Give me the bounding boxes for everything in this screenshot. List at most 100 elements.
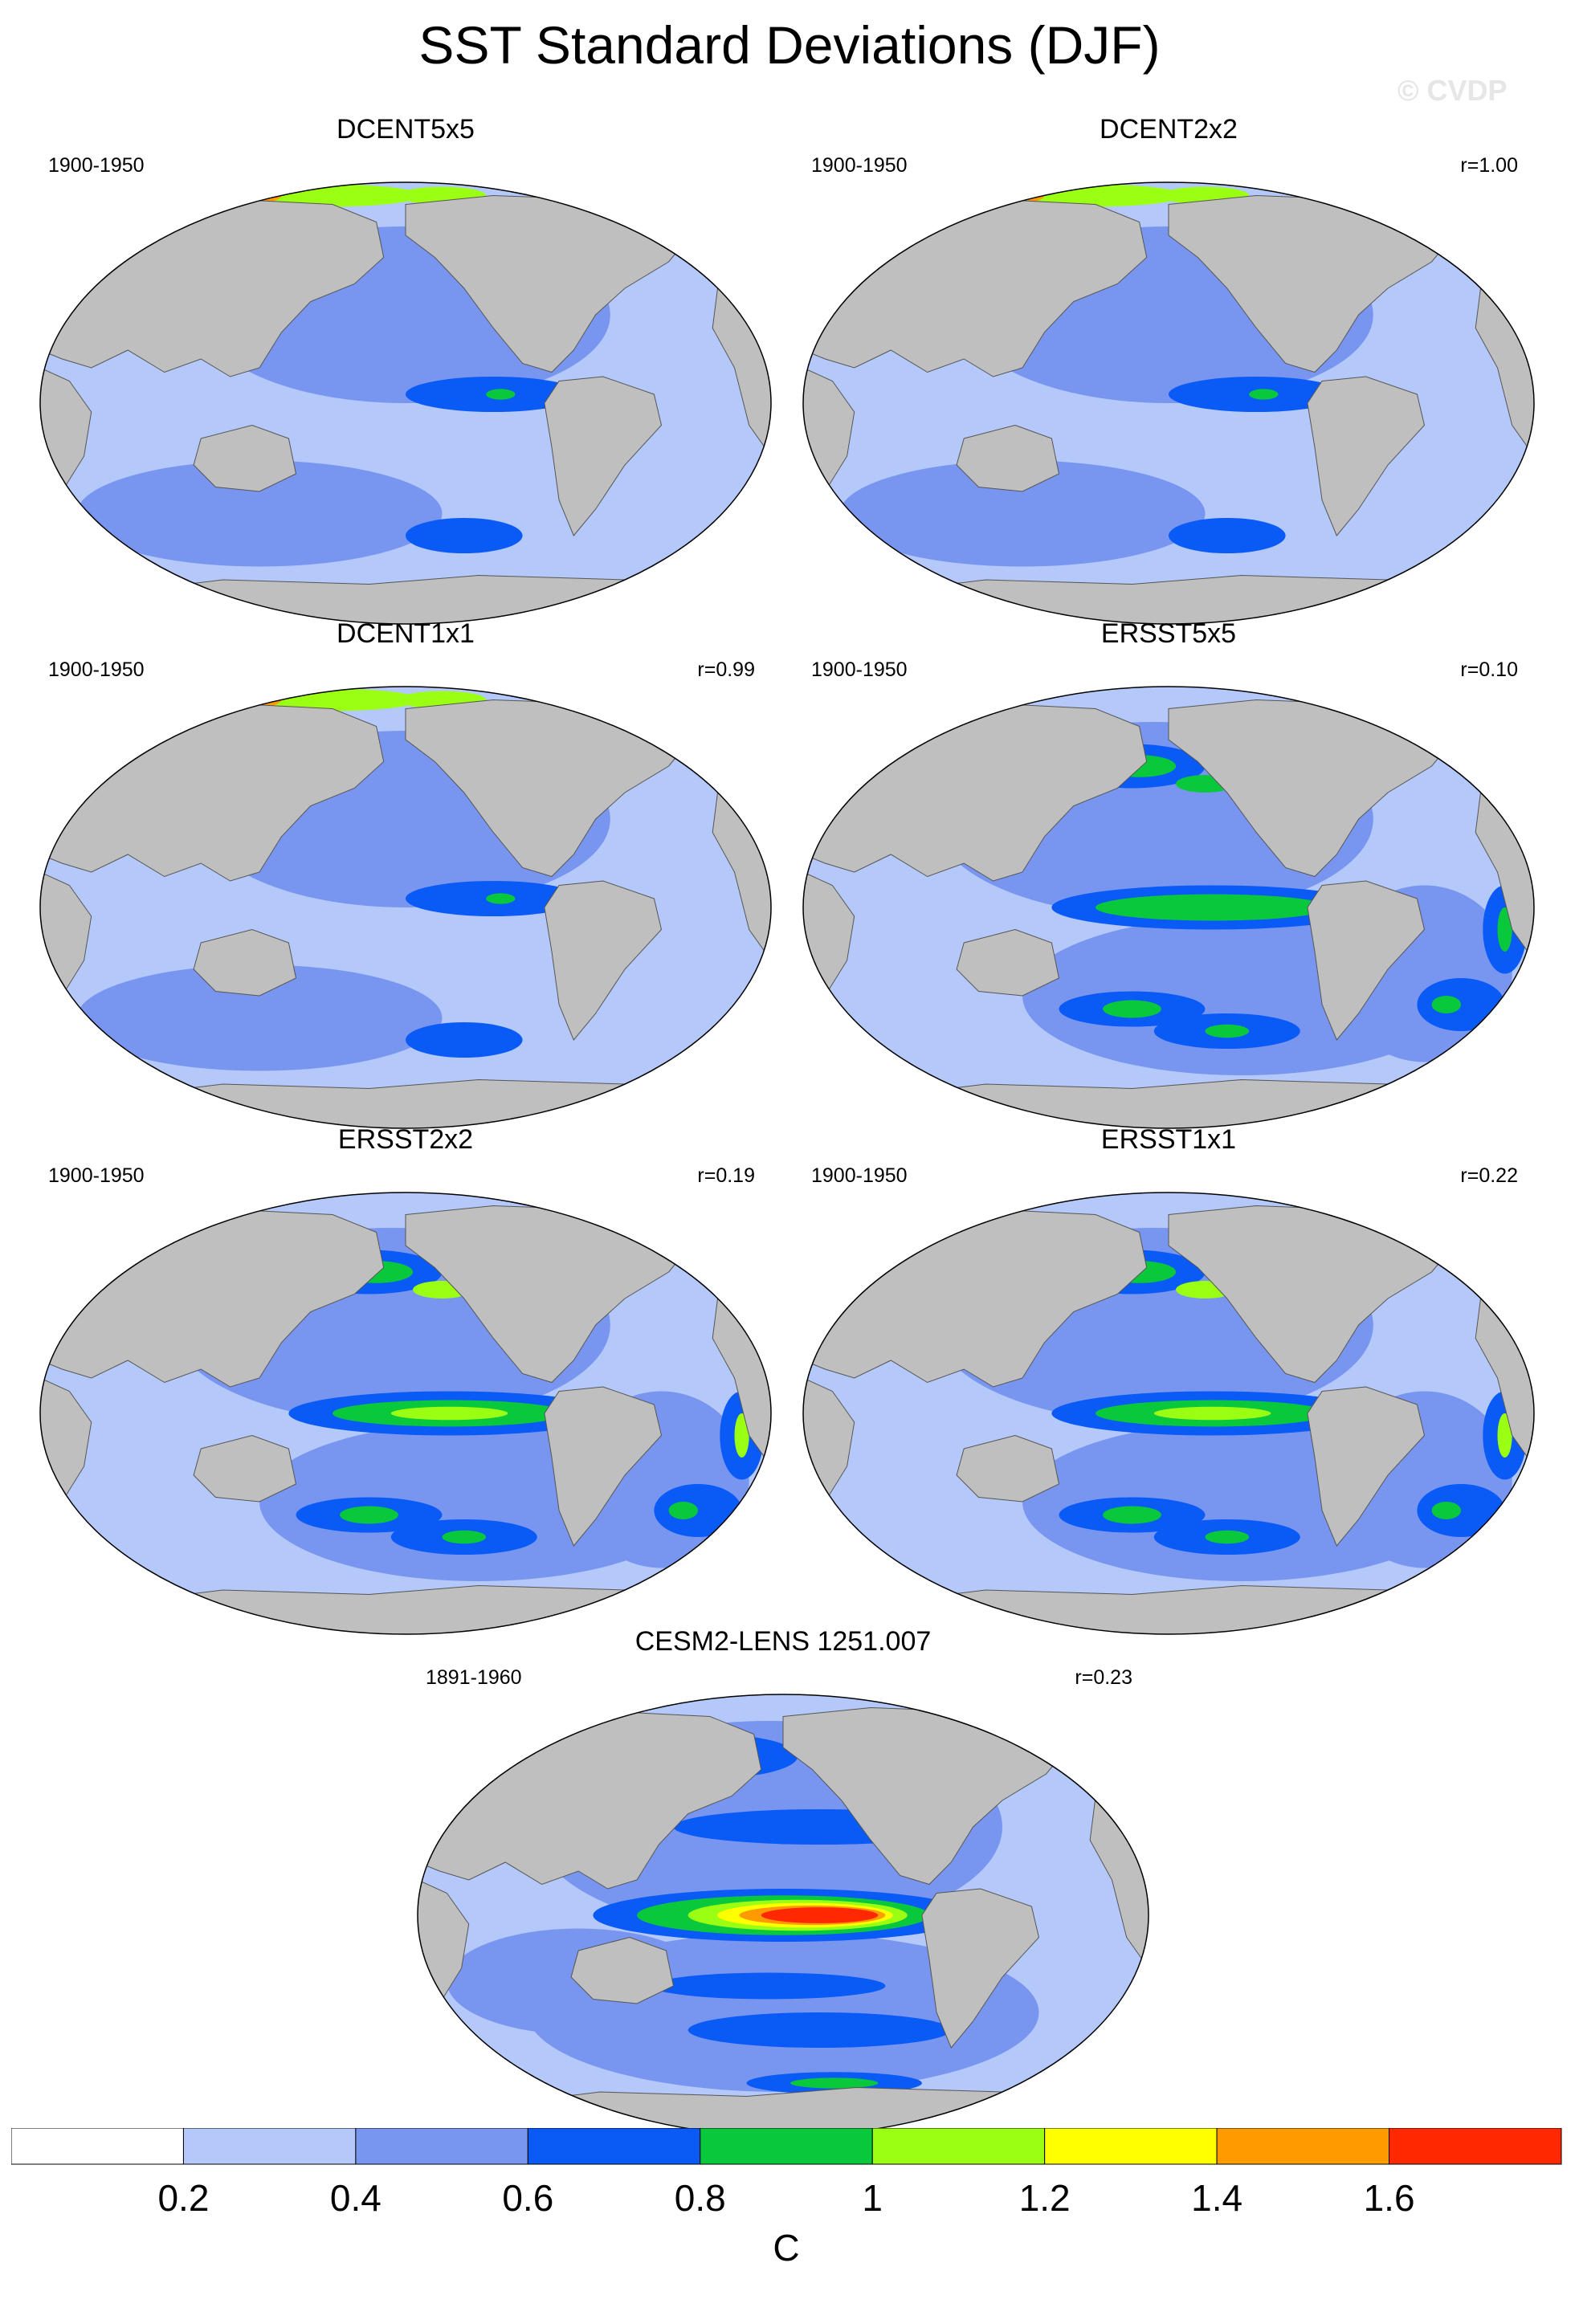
colorbar-segment: [182, 2128, 357, 2165]
panel-correlation-label: r=0.19: [697, 1164, 755, 1187]
sst-contour: [1497, 907, 1512, 952]
land-mass: [956, 928, 1060, 997]
panel-dataset-name: DCENT2x2: [1100, 114, 1238, 145]
colorbar-segment: [871, 2128, 1046, 2165]
sst-map: [39, 181, 772, 625]
sst-contour: [340, 1506, 398, 1524]
colorbar-segment: [355, 2128, 528, 2165]
sst-contour: [1417, 1484, 1505, 1537]
sst-contour: [1103, 1506, 1161, 1524]
sst-contour: [486, 893, 516, 904]
panel-period-label: 1900-1950: [811, 154, 908, 177]
land-mass: [921, 1888, 1040, 2049]
map-panel: CESM2-LENS 1251.007 1891-1960 r=0.23: [410, 1626, 1157, 2137]
colorbar-tick-label: 1.2: [1019, 2177, 1071, 2219]
colorbar-unit-label: C: [773, 2227, 799, 2269]
land-mass: [544, 376, 663, 536]
sst-contour: [76, 964, 443, 1071]
sst-contour: [1103, 1000, 1161, 1018]
sst-contour: [486, 389, 516, 400]
panel-period-label: 1900-1950: [811, 1164, 908, 1187]
colorbar-segment: [1044, 2128, 1218, 2165]
map-outline: [39, 686, 772, 1129]
map-panel: ERSST1x1 1900-1950 r=0.22: [795, 1124, 1542, 1635]
panel-correlation-label: r=0.99: [697, 658, 755, 681]
sst-map: [802, 686, 1535, 1129]
sst-contour: [668, 1502, 698, 1519]
map-panel: DCENT1x1 1900-1950 r=0.99: [32, 618, 779, 1129]
colorbar-segment: [11, 2128, 184, 2165]
sst-contour: [1497, 1413, 1512, 1458]
map-panel: ERSST5x5 1900-1950 r=0.10: [795, 618, 1542, 1129]
cvdp-watermark: © CVDP: [1397, 74, 1508, 107]
panel-correlation-label: r=0.10: [1460, 658, 1518, 681]
sst-contour: [406, 1022, 523, 1058]
land-mass: [956, 424, 1060, 492]
sst-map: [39, 686, 772, 1129]
land-mass: [193, 424, 297, 492]
sst-map: [802, 1192, 1535, 1635]
sst-contour: [1169, 518, 1286, 553]
map-panel: DCENT2x2 1900-1950 r=1.00: [795, 114, 1542, 625]
land-mass: [570, 1936, 675, 2004]
sst-contour: [1249, 389, 1279, 400]
panel-correlation-label: r=0.22: [1460, 1164, 1518, 1187]
panel-period-label: 1900-1950: [48, 154, 145, 177]
colorbar-tick-label: 1: [862, 2177, 883, 2219]
sst-contour: [442, 1530, 487, 1544]
sst-contour: [1183, 1409, 1242, 1417]
land-mass: [1307, 880, 1426, 1041]
panel-dataset-name: CESM2-LENS 1251.007: [634, 1626, 932, 1657]
panel-dataset-name: DCENT5x5: [337, 114, 475, 145]
sst-map: [417, 1694, 1149, 2137]
sst-contour: [1205, 1530, 1250, 1544]
panel-dataset-name: ERSST1x1: [1100, 1124, 1237, 1155]
colorbar-segment: [527, 2128, 701, 2165]
land-mass: [193, 928, 297, 997]
panel-correlation-label: r=1.00: [1460, 154, 1518, 177]
map-outline: [802, 686, 1535, 1129]
sst-contour: [1431, 1502, 1461, 1519]
sst-map: [39, 1192, 772, 1635]
land-mass: [40, 1078, 771, 1128]
colorbar-tick-label: 0.2: [157, 2177, 209, 2219]
land-mass: [544, 1386, 663, 1547]
land-mass: [544, 880, 663, 1041]
map-outline: [39, 181, 772, 625]
panel-period-label: 1900-1950: [48, 1164, 145, 1187]
sst-contour: [790, 2077, 879, 2089]
panel-correlation-label: r=0.23: [1075, 1666, 1132, 1689]
sst-map: [802, 181, 1535, 625]
colorbar-tick-label: 0.6: [502, 2177, 553, 2219]
colorbar-segment: [1389, 2128, 1562, 2165]
colorbar-tick-label: 1.6: [1364, 2177, 1415, 2219]
colorbar: 0.2 0.4 0.6 0.8 1 1.2 1.4 1.6 C: [11, 2128, 1562, 2269]
map-outline: [802, 1192, 1535, 1635]
figure-title: SST Standard Deviations (DJF): [418, 15, 1161, 75]
colorbar-tick-label: 0.4: [330, 2177, 381, 2219]
panel-period-label: 1900-1950: [48, 658, 145, 681]
sst-contour: [761, 1907, 879, 1923]
panel-period-label: 1900-1950: [811, 658, 908, 681]
panel-dataset-name: ERSST2x2: [337, 1124, 474, 1155]
sst-contour: [734, 1413, 749, 1458]
sst-contour: [1431, 996, 1461, 1013]
colorbar-tick-label: 0.8: [675, 2177, 726, 2219]
sst-contour: [406, 518, 523, 553]
land-mass: [193, 1434, 297, 1502]
land-mass: [1307, 1386, 1426, 1547]
map-panel: ERSST2x2 1900-1950 r=0.19: [32, 1124, 779, 1635]
map-outline: [802, 181, 1535, 625]
land-mass: [1307, 376, 1426, 536]
sst-contour: [76, 460, 443, 567]
sst-contour: [1205, 1024, 1250, 1038]
map-outline: [39, 1192, 772, 1635]
sst-contour: [651, 1972, 886, 2000]
land-mass: [803, 1078, 1534, 1128]
sst-contour: [839, 460, 1206, 567]
land-mass: [956, 1434, 1060, 1502]
sst-contour: [654, 1484, 742, 1537]
panel-dataset-name: ERSST5x5: [1100, 618, 1237, 649]
panel-period-label: 1891-1960: [426, 1666, 522, 1689]
colorbar-segment: [700, 2128, 873, 2165]
